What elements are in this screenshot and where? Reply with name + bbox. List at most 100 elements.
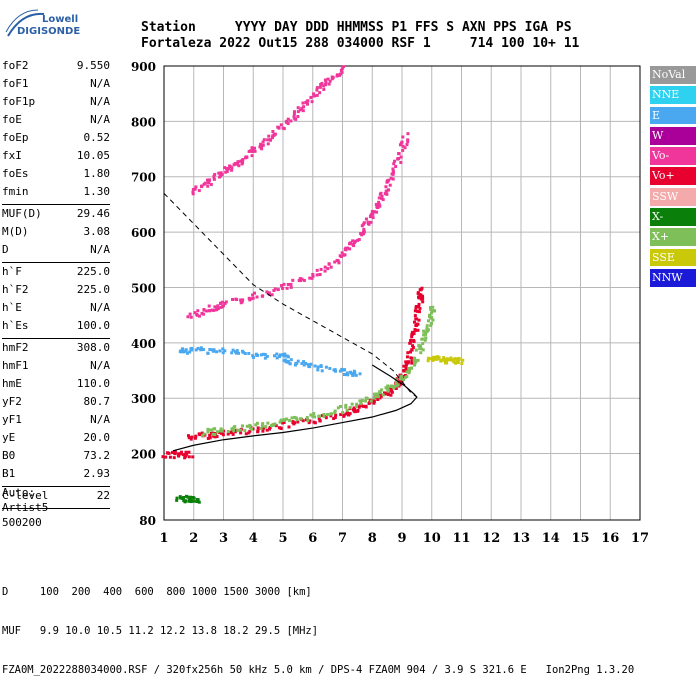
trace-point [288, 362, 292, 366]
legend-item-vo: Vo- [650, 147, 696, 166]
trace-point [210, 308, 214, 312]
trace-point [268, 427, 272, 431]
trace-point [399, 377, 403, 381]
trace-point [228, 164, 232, 168]
trace-point [343, 253, 347, 257]
trace-point [394, 386, 398, 390]
trace-point [414, 360, 418, 364]
trace-point [191, 192, 195, 196]
parameter-name: yF2 [2, 395, 22, 408]
trace-point [290, 416, 294, 420]
trace-point [369, 399, 373, 403]
trace-point [378, 396, 382, 400]
legend-item-nne: NNE [650, 86, 696, 105]
parameter-row: foEp 0.52 [2, 131, 110, 149]
trace-point [259, 142, 263, 146]
parameter-name: h`F [2, 265, 22, 278]
trace-point [209, 182, 213, 186]
trace-point [336, 406, 340, 410]
trace-point [244, 432, 248, 436]
header-value: Out15 [258, 36, 306, 51]
trace-point [341, 65, 345, 69]
trace-point [266, 421, 270, 425]
trace-point [258, 145, 262, 149]
parameter-value: 225.0 [76, 265, 110, 278]
trace-point [269, 424, 273, 428]
trace-point [299, 417, 303, 421]
trace-point [270, 293, 274, 297]
trace-point [364, 399, 368, 403]
trace-point [389, 386, 393, 390]
trace-point [338, 72, 342, 76]
trace-point [390, 389, 394, 393]
trace-point [268, 425, 272, 429]
trace-point [461, 358, 465, 362]
trace-point [184, 453, 188, 457]
parameter-value: 9.550 [76, 59, 110, 72]
x-tick-label: 11 [452, 531, 470, 546]
trace-vo [191, 65, 345, 196]
parameter-name: hmE [2, 377, 22, 390]
trace-point [226, 430, 230, 434]
trace-point [417, 318, 421, 322]
header-label: P1 [391, 20, 415, 35]
trace-point [302, 363, 306, 367]
trace-point [210, 428, 214, 432]
parameter-name: fmin [2, 185, 29, 198]
trace-point [179, 450, 183, 454]
trace-point [186, 315, 190, 319]
trace-point [283, 417, 287, 421]
trace-point [256, 426, 260, 430]
header-label: DAY [274, 20, 306, 35]
trace-point [326, 77, 330, 81]
trace-point [333, 415, 337, 419]
trace-point [374, 394, 378, 398]
trace-point [256, 430, 260, 434]
parameter-row: yF1 N/A [2, 413, 110, 431]
trace-point [201, 434, 205, 438]
parameter-name: B1 [2, 467, 16, 480]
trace-point [275, 356, 279, 360]
trace-point [384, 185, 388, 189]
header-label: DDD [305, 20, 337, 35]
trace-point [350, 372, 354, 376]
parameter-value: N/A [90, 95, 110, 108]
trace-point [220, 305, 224, 309]
trace-point [364, 217, 368, 221]
parameter-row: MUF(D) 29.46 [2, 207, 110, 225]
trace-point [262, 138, 266, 142]
trace-point [420, 286, 424, 290]
trace-point [307, 421, 311, 425]
trace-point [379, 392, 383, 396]
trace-point [390, 390, 394, 394]
trace-point [372, 210, 376, 214]
trace-point [220, 431, 224, 435]
trace-point [253, 291, 257, 295]
trace-point [201, 348, 205, 352]
trace-point [208, 348, 212, 352]
trace-point [230, 351, 234, 355]
trace-point [233, 161, 237, 165]
trace-point [203, 181, 207, 185]
trace-point [423, 338, 427, 342]
trace-point [285, 119, 289, 123]
trace-point [375, 392, 379, 396]
header-label: AXN [461, 20, 494, 35]
trace-point [377, 202, 381, 206]
trace-point [417, 305, 421, 309]
trace-point [393, 159, 397, 163]
trace-point [267, 134, 271, 138]
trace-point [310, 276, 314, 280]
trace-point [215, 350, 219, 354]
trace-point [380, 388, 384, 392]
trace-point [251, 293, 255, 297]
trace-point [345, 371, 349, 375]
parameter-row: M(D) 3.08 [2, 225, 110, 243]
trace-point [425, 329, 429, 333]
trace-point [279, 426, 283, 430]
auto-label: Auto: [2, 486, 36, 499]
parameter-value: 20.0 [83, 431, 111, 444]
trace-point [359, 402, 363, 406]
trace-point [231, 348, 235, 352]
trace-point [329, 412, 333, 416]
